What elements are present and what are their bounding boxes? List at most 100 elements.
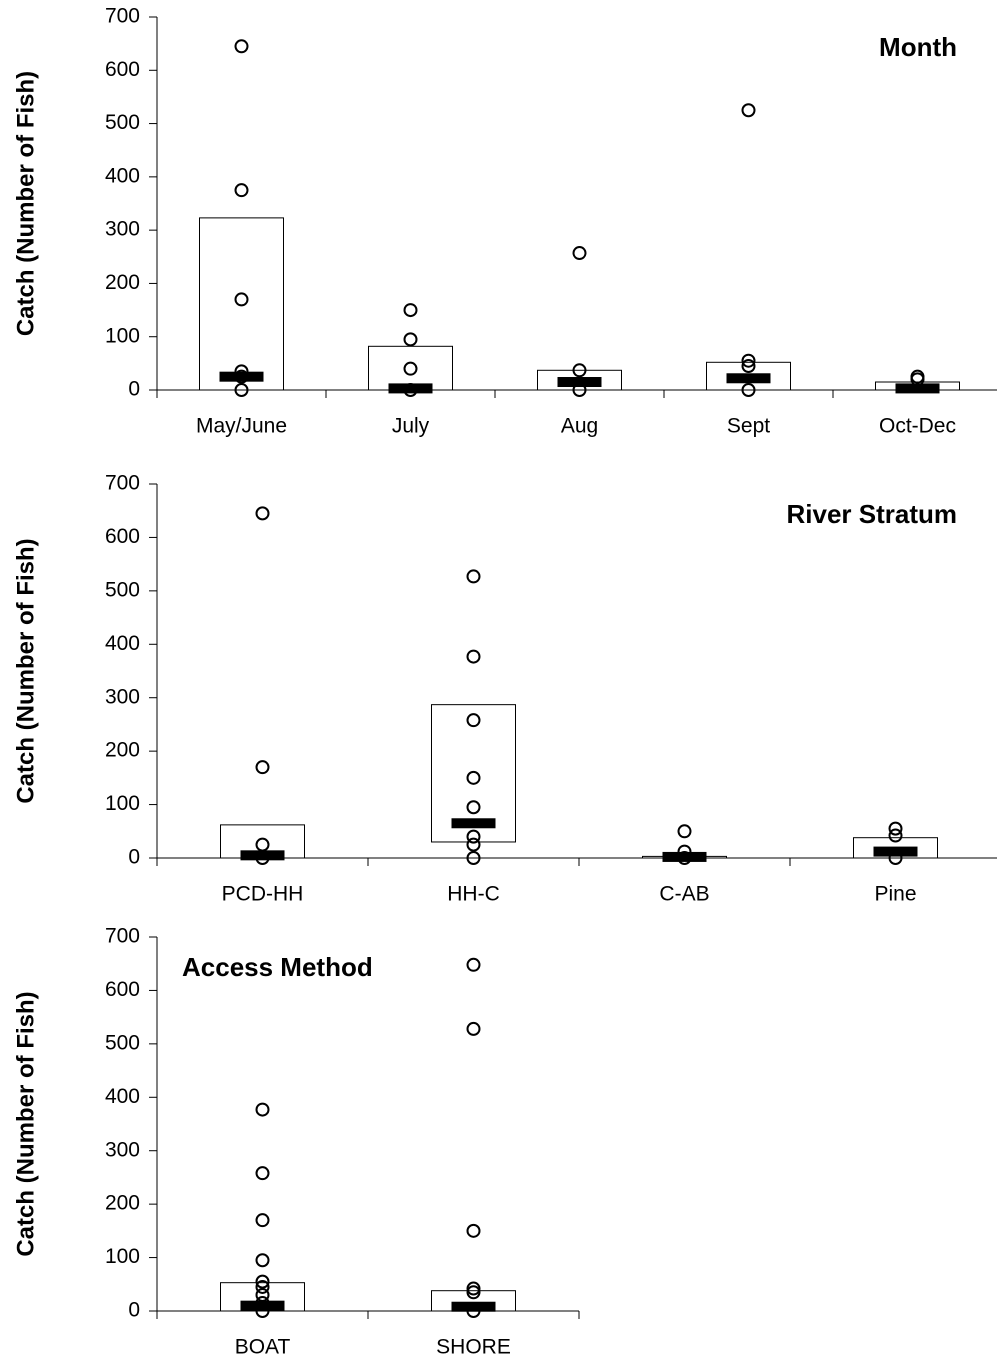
point [255, 1295, 270, 1310]
y-tick-label: 700 [105, 925, 140, 948]
y-tick-label: 300 [105, 685, 140, 708]
y-tick-label: 700 [105, 5, 140, 28]
point [466, 957, 481, 972]
y-axis-label: Catch (Number of Fish) [12, 71, 39, 336]
median [240, 850, 285, 861]
point [572, 363, 587, 378]
point [466, 649, 481, 664]
y-tick-label: 400 [105, 1085, 140, 1108]
y-tick-label: 600 [105, 525, 140, 548]
median [895, 383, 940, 394]
panel-title: Access Method [182, 952, 373, 982]
x-tick-label: July [392, 415, 430, 438]
box [199, 217, 284, 391]
point [403, 303, 418, 318]
median [388, 383, 433, 394]
y-tick-label: 500 [105, 111, 140, 134]
x-tick-label: C-AB [659, 883, 709, 906]
point [466, 569, 481, 584]
point [677, 851, 692, 865]
point [255, 760, 270, 775]
point [888, 851, 903, 865]
y-tick-label: 200 [105, 1192, 140, 1215]
point [741, 103, 756, 118]
point [234, 183, 249, 198]
y-tick-label: 700 [105, 472, 140, 495]
y-axis-label: Catch (Number of Fish) [12, 991, 39, 1256]
x-tick-label: Pine [874, 883, 916, 906]
point [234, 292, 249, 307]
y-axis-label: Catch (Number of Fish) [12, 538, 39, 803]
point [255, 1253, 270, 1268]
point [466, 1304, 481, 1318]
point [255, 837, 270, 852]
point [466, 770, 481, 785]
x-tick-label: PCD-HH [222, 883, 304, 906]
point [741, 383, 756, 397]
y-tick-label: 200 [105, 739, 140, 762]
y-tick-label: 200 [105, 271, 140, 294]
y-tick-label: 0 [128, 1299, 140, 1322]
point [403, 361, 418, 376]
y-tick-label: 400 [105, 164, 140, 187]
point [255, 1213, 270, 1228]
point [677, 824, 692, 839]
point [255, 506, 270, 521]
point [466, 851, 481, 865]
point [255, 1279, 270, 1294]
point [741, 353, 756, 368]
point [466, 1021, 481, 1036]
point [255, 1166, 270, 1181]
y-tick-label: 300 [105, 218, 140, 241]
y-tick-label: 400 [105, 632, 140, 655]
y-tick-label: 100 [105, 324, 140, 347]
y-tick-label: 100 [105, 792, 140, 815]
point [234, 369, 249, 384]
point [466, 1285, 481, 1300]
point [466, 713, 481, 728]
point [255, 1274, 270, 1289]
x-tick-label: HH-C [447, 883, 500, 906]
point [466, 1223, 481, 1238]
x-tick-label: Sept [727, 415, 770, 438]
point [403, 383, 418, 397]
x-tick-label: May/June [196, 415, 287, 438]
point [255, 1304, 270, 1318]
point [466, 1281, 481, 1296]
median [557, 377, 602, 388]
x-tick-label: BOAT [235, 1336, 291, 1359]
y-tick-label: 0 [128, 846, 140, 869]
x-tick-label: Oct-Dec [879, 415, 956, 438]
point [677, 844, 692, 859]
point [466, 800, 481, 815]
point [234, 383, 249, 397]
point [466, 837, 481, 852]
panel-title: Month [879, 32, 957, 62]
y-tick-label: 500 [105, 578, 140, 601]
point [572, 246, 587, 261]
point [255, 1102, 270, 1117]
x-tick-label: SHORE [436, 1336, 511, 1359]
point [572, 383, 587, 397]
point [234, 364, 249, 379]
y-tick-label: 600 [105, 978, 140, 1001]
median [451, 1301, 496, 1312]
x-tick-label: Aug [561, 415, 598, 438]
point [403, 332, 418, 347]
panel-title: River Stratum [787, 499, 958, 529]
y-tick-label: 300 [105, 1138, 140, 1161]
point [888, 828, 903, 843]
point [234, 39, 249, 54]
y-tick-label: 0 [128, 378, 140, 401]
point [255, 1287, 270, 1302]
point [741, 359, 756, 374]
y-tick-label: 100 [105, 1245, 140, 1268]
point [466, 829, 481, 844]
y-tick-label: 500 [105, 1031, 140, 1054]
median [726, 373, 771, 384]
y-tick-label: 600 [105, 58, 140, 81]
point [888, 821, 903, 836]
point [255, 851, 270, 865]
